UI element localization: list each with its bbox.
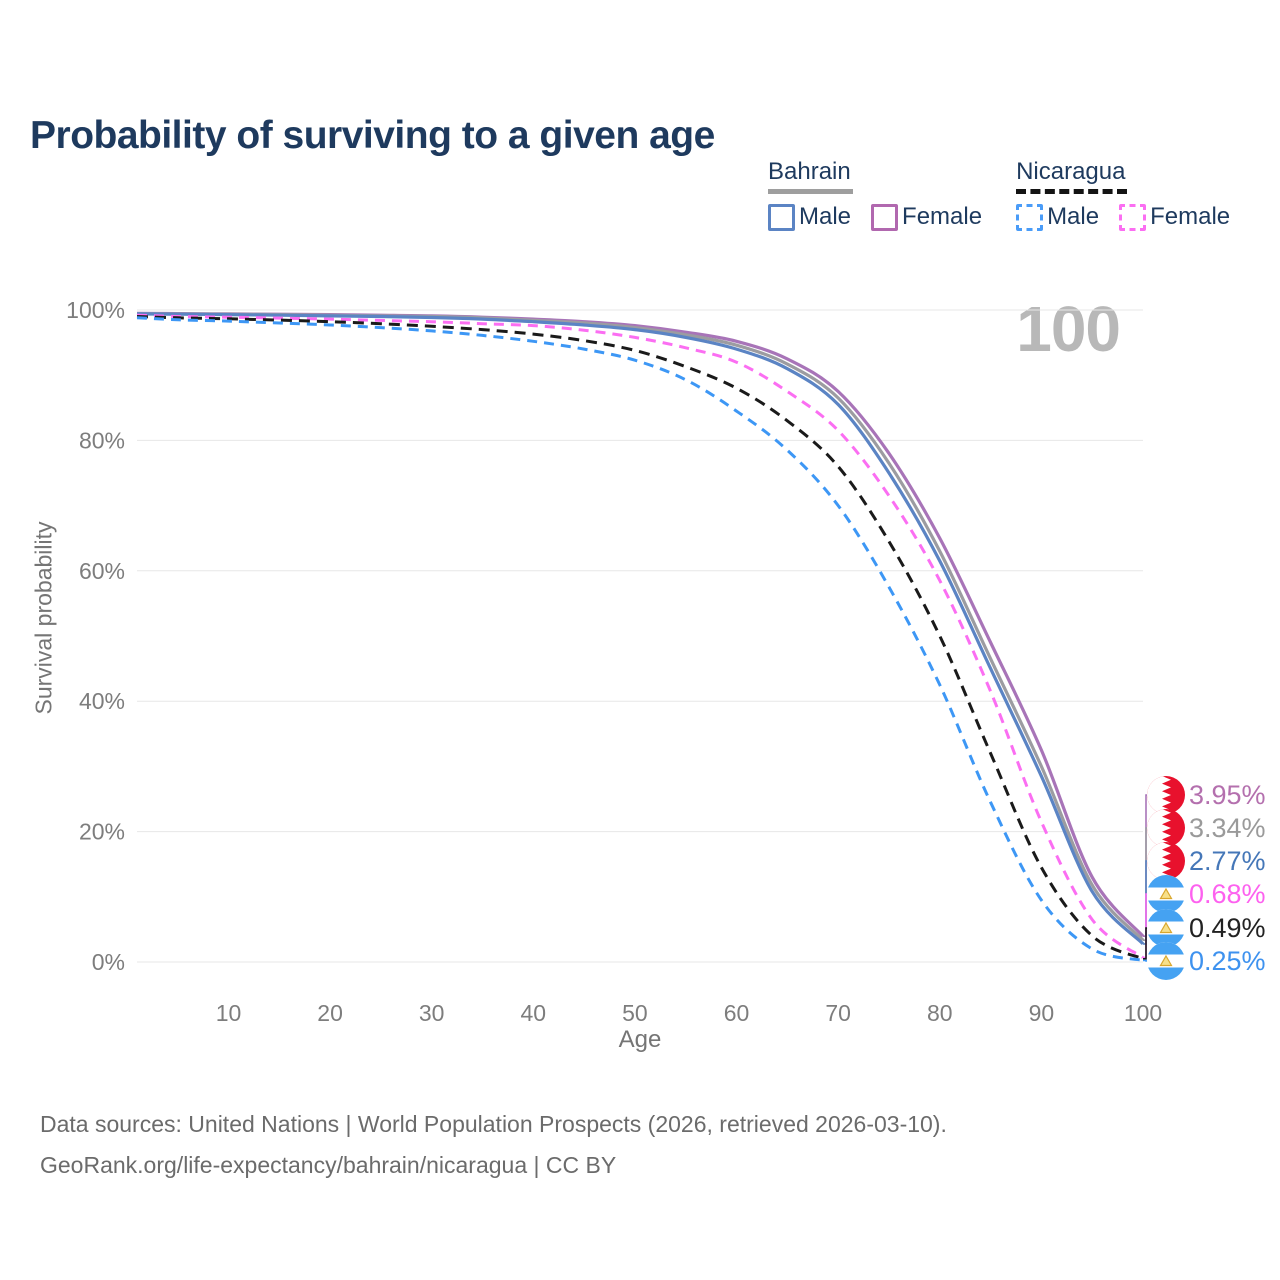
legend-item-label: Male	[1047, 203, 1100, 230]
x-tick-label: 10	[216, 1000, 242, 1026]
page-title: Probability of surviving to a given age	[30, 114, 715, 158]
x-axis-title: Age	[618, 1026, 662, 1053]
legend-swatch-nicaragua-female-icon	[1119, 203, 1147, 231]
x-tick-label: 70	[825, 1000, 851, 1026]
y-axis-title: Survival probability	[30, 521, 57, 715]
legend-item-label: Female	[1150, 203, 1231, 230]
x-tick-label: 40	[521, 1000, 547, 1026]
legend-item-bahrain-male[interactable]: Male	[768, 203, 851, 231]
end-label-nicaragua-both-sexes: 0.49%	[1189, 913, 1266, 943]
x-tick-label: 50	[622, 1000, 648, 1026]
x-tick-label: 60	[724, 1000, 750, 1026]
y-tick-label: 20%	[79, 819, 125, 845]
end-label-bahrain-both-sexes: 3.34%	[1189, 813, 1266, 843]
legend-item-nicaragua-female[interactable]: Female	[1119, 203, 1230, 231]
bahrain-flag-icon	[1147, 776, 1185, 814]
x-tick-label: 100	[1124, 1000, 1162, 1026]
y-tick-label: 40%	[79, 688, 125, 714]
curve-bahrain-both-sexes[interactable]	[136, 312, 1145, 942]
bahrain-flag-icon	[1147, 809, 1185, 847]
legend-item-label: Female	[902, 203, 983, 230]
nicaragua-flag-icon	[1147, 909, 1185, 947]
curve-nicaragua-both-sexes[interactable]	[136, 315, 1144, 961]
curve-nicaragua-male[interactable]	[136, 316, 1144, 962]
y-tick-label: 0%	[92, 949, 125, 975]
end-label-nicaragua-female: 0.68%	[1189, 879, 1266, 909]
curve-bahrain-female[interactable]	[136, 311, 1145, 938]
footer-sources-line: Data sources: United Nations | World Pop…	[40, 1111, 947, 1137]
legend-item-nicaragua-male[interactable]: Male	[1016, 203, 1099, 231]
legend-swatch-nicaragua-male-icon	[1016, 203, 1044, 231]
x-tick-label: 20	[317, 1000, 343, 1026]
legend-swatch-bahrain-male-icon	[768, 203, 795, 231]
y-tick-label: 60%	[79, 558, 125, 584]
end-label-bahrain-female: 3.95%	[1189, 780, 1266, 810]
end-label-bahrain-male: 2.77%	[1189, 846, 1266, 876]
legend-group-nicaragua: Nicaragua Male Female	[1016, 158, 1230, 231]
end-label-nicaragua-male: 0.25%	[1189, 946, 1266, 976]
legend: Bahrain Male Female Nicaragua Male	[768, 158, 1230, 231]
nicaragua-flag-icon	[1147, 942, 1185, 980]
nicaragua-flag-icon	[1147, 875, 1185, 913]
footer-attribution-line: GeoRank.org/life-expectancy/bahrain/nica…	[40, 1152, 617, 1178]
y-tick-label: 100%	[66, 297, 125, 323]
x-tick-label: 80	[927, 1000, 953, 1026]
legend-swatch-bahrain-female-icon	[871, 203, 899, 231]
x-tick-label: 30	[419, 1000, 445, 1026]
legend-group-bahrain: Bahrain Male Female	[768, 158, 982, 231]
curve-nicaragua-female[interactable]	[136, 313, 1144, 959]
legend-item-bahrain-female[interactable]: Female	[871, 203, 982, 231]
footer: Data sources: United Nations | World Pop…	[40, 1104, 947, 1186]
curve-bahrain-male[interactable]	[136, 312, 1145, 946]
legend-country-bahrain[interactable]: Bahrain	[768, 158, 853, 194]
legend-item-label: Male	[799, 203, 852, 230]
bahrain-flag-icon	[1147, 842, 1185, 880]
x-tick-label: 90	[1029, 1000, 1055, 1026]
legend-country-nicaragua[interactable]: Nicaragua	[1016, 158, 1128, 194]
age-cursor-watermark: 100	[1016, 293, 1121, 365]
y-tick-label: 80%	[79, 427, 125, 453]
